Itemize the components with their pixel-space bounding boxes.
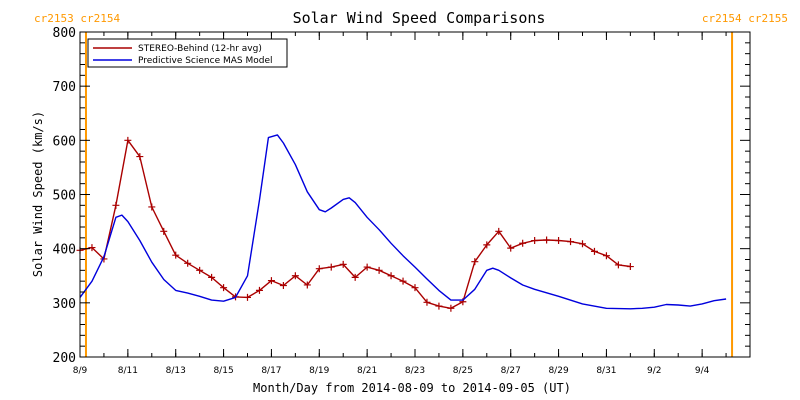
- series-0-marker-6: [148, 203, 156, 211]
- series-0-marker-30: [435, 302, 443, 310]
- series-0-marker-29: [423, 298, 431, 306]
- series-0-marker-28: [411, 284, 419, 292]
- y-tick-label-6: 800: [53, 26, 76, 41]
- series-0-marker-42: [579, 240, 586, 248]
- series-0-marker-36: [507, 244, 515, 252]
- x-tick-label-10: 8/29: [548, 366, 568, 376]
- series-0-marker-45: [614, 261, 622, 269]
- series-0-marker-23: [351, 273, 359, 281]
- series-0-marker-14: [244, 293, 251, 301]
- series-0-marker-20: [315, 265, 323, 273]
- series-0-marker-40: [555, 237, 563, 245]
- series-0-marker-38: [531, 237, 539, 245]
- series-0-marker-8: [172, 251, 180, 259]
- series-0-marker-35: [495, 227, 503, 235]
- axis-layer: 8/9 8/11 8/13 8/15 8/17 8/19 8/21 8/23 8/25 8/27 8…: [53, 26, 751, 376]
- series-0-marker-10: [196, 266, 204, 274]
- series-0-marker-9: [184, 259, 192, 267]
- x-tick-label-2: 8/13: [166, 366, 186, 376]
- y-axis-label: Solar Wind Speed (km/s): [31, 111, 45, 277]
- series-0-marker-16: [267, 277, 275, 285]
- x-tick-label-8: 8/25: [453, 366, 473, 376]
- series-line-1: [79, 134, 727, 310]
- y-tick-label-2: 400: [53, 243, 76, 258]
- series-0-marker-5: [136, 153, 144, 161]
- x-tick-label-1: 8/11: [118, 366, 138, 376]
- series-0-marker-34: [483, 241, 491, 249]
- rotation-label-right: cr2154 cr2155: [702, 12, 788, 25]
- series-0-marker-7: [160, 227, 168, 235]
- series-0-marker-21: [327, 263, 335, 271]
- legend-box: [87, 38, 288, 68]
- x-tick-label-4: 8/17: [261, 366, 281, 376]
- series-0-marker-31: [447, 304, 455, 312]
- series-0-marker-33: [471, 258, 479, 266]
- series-0-marker-17: [279, 282, 287, 289]
- series-0-marker-26: [387, 272, 395, 280]
- x-tick-label-9: 8/27: [501, 366, 521, 376]
- y-tick-label-3: 500: [53, 189, 76, 204]
- x-tick-label-0: 8/9: [73, 366, 88, 376]
- x-tick-label-3: 8/15: [213, 366, 233, 376]
- series-0-marker-22: [339, 260, 347, 268]
- series-layer: [76, 134, 727, 312]
- series-0-marker-43: [590, 247, 598, 255]
- x-tick-label-12: 9/2: [647, 366, 661, 376]
- y-tick-label-5: 700: [53, 80, 76, 95]
- x-tick-label-5: 8/19: [309, 366, 329, 376]
- x-tick-label-13: 9/4: [695, 366, 710, 376]
- x-tick-label-7: 8/23: [405, 366, 425, 376]
- x-axis-label: Month/Day from 2014-08-09 to 2014-09-05 …: [253, 381, 571, 395]
- chart-title: Solar Wind Speed Comparisons: [293, 9, 546, 27]
- series-0-marker-25: [375, 266, 383, 274]
- series-0-marker-46: [626, 263, 634, 271]
- series-0-marker-27: [399, 277, 407, 285]
- y-tick-label-0: 200: [53, 351, 76, 366]
- series-0-marker-15: [255, 286, 263, 294]
- y-tick-label-1: 300: [53, 297, 76, 312]
- series-0-marker-1: [88, 244, 96, 252]
- legend-label-stereo: STEREO-Behind (12-hr avg): [138, 44, 262, 54]
- series-0-marker-12: [220, 284, 228, 292]
- series-0-marker-3: [112, 201, 120, 209]
- series-0-marker-18: [291, 272, 299, 280]
- x-tick-label-11: 8/31: [596, 366, 616, 376]
- series-0-marker-44: [602, 252, 610, 260]
- legend: STEREO-Behind (12-hr avg) Predictive Sci…: [87, 38, 288, 68]
- series-0-marker-41: [567, 238, 575, 246]
- series-0-marker-11: [208, 273, 216, 281]
- rotation-label-left: cr2153 cr2154: [34, 12, 120, 25]
- series-0-marker-4: [124, 136, 132, 144]
- series-0-marker-24: [363, 263, 371, 271]
- series-0-marker-39: [543, 236, 551, 244]
- series-0-marker-19: [303, 281, 311, 289]
- series-0-marker-37: [519, 239, 527, 247]
- x-tick-label-6: 8/21: [357, 366, 377, 376]
- y-tick-label-4: 600: [53, 134, 76, 149]
- legend-label-model: Predictive Science MAS Model: [138, 56, 273, 66]
